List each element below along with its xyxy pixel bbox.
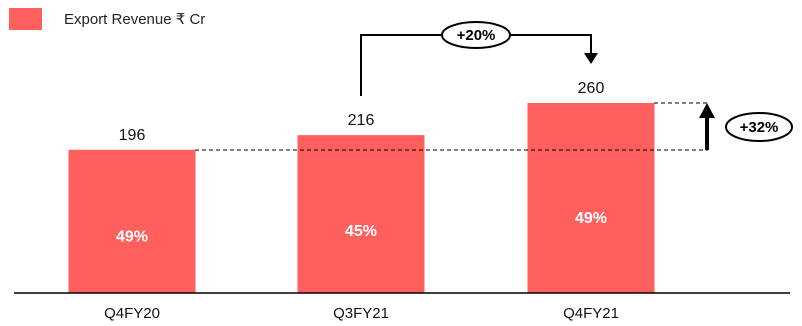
growth-annotation-qoq: +20% xyxy=(360,21,598,96)
bar-value-label: 216 xyxy=(348,112,375,129)
bar-share-label: 49% xyxy=(116,229,148,246)
category-label: Q4FY20 xyxy=(104,305,160,322)
bar-value-label: 196 xyxy=(119,127,146,144)
growth-arrowhead-up xyxy=(699,103,715,118)
bar-q4fy20 xyxy=(68,149,196,293)
legend-label: Export Revenue ₹ Cr xyxy=(64,11,205,28)
legend: Export Revenue ₹ Cr xyxy=(9,8,205,30)
growth-badge-yoy-text: +32% xyxy=(740,119,779,136)
category-label: Q4FY21 xyxy=(563,305,619,322)
bar-share-label: 49% xyxy=(575,210,607,227)
bar-q4fy21 xyxy=(527,103,655,293)
bar-share-label: 45% xyxy=(345,223,377,240)
bar-value-label: 260 xyxy=(578,80,605,97)
labels-layer: 196 49% Q4FY20 216 45% Q3FY21 260 49% Q4FY21 xyxy=(104,80,619,322)
bar-q3fy21 xyxy=(297,135,425,293)
legend-swatch xyxy=(9,8,42,30)
bars-layer xyxy=(68,103,655,293)
growth-badge-qoq-text: +20% xyxy=(457,27,496,44)
growth-arrowhead-down xyxy=(584,53,598,64)
growth-badge-yoy xyxy=(725,112,793,142)
category-label: Q3FY21 xyxy=(333,305,389,322)
growth-badge-qoq xyxy=(441,21,511,49)
growth-annotation-yoy: +32% xyxy=(699,103,793,150)
